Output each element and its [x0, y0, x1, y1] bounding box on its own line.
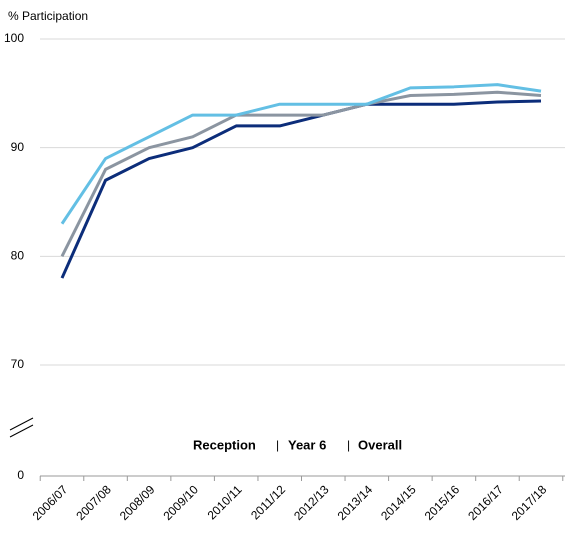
y-tick-label: 70 — [11, 357, 25, 371]
axis-break — [9, 417, 34, 431]
x-tick-label: 2009/10 — [160, 482, 201, 523]
series-line — [60, 99, 542, 279]
legend-separator: | — [276, 438, 279, 452]
x-tick-label: 2013/14 — [335, 482, 376, 523]
x-tick-label: 2008/09 — [117, 482, 158, 523]
y-axis-label: % Participation — [8, 9, 88, 23]
x-tick-label: 2017/18 — [509, 482, 550, 523]
legend-entry: Year 6 — [288, 437, 326, 452]
x-tick-label: 2006/07 — [30, 482, 71, 523]
y-tick-label: 90 — [11, 140, 25, 154]
x-tick-label: 2011/12 — [248, 482, 288, 522]
x-tick-label: 2012/13 — [291, 482, 332, 523]
y-tick-label: 0 — [17, 468, 24, 482]
axis-break — [9, 424, 34, 438]
x-tick-label: 2010/11 — [205, 482, 245, 522]
x-tick-label: 2007/08 — [73, 482, 114, 523]
x-tick-label: 2015/16 — [422, 482, 463, 523]
series-line — [60, 90, 542, 258]
y-tick-label: 80 — [11, 249, 25, 263]
series-line — [60, 83, 542, 225]
x-tick-label: 2014/15 — [378, 482, 419, 523]
legend-entry: Overall — [358, 437, 402, 452]
legend-separator: | — [347, 438, 350, 452]
legend-entry: Reception — [193, 437, 256, 452]
y-tick-label: 100 — [4, 31, 24, 45]
x-tick-label: 2016/17 — [465, 482, 506, 523]
